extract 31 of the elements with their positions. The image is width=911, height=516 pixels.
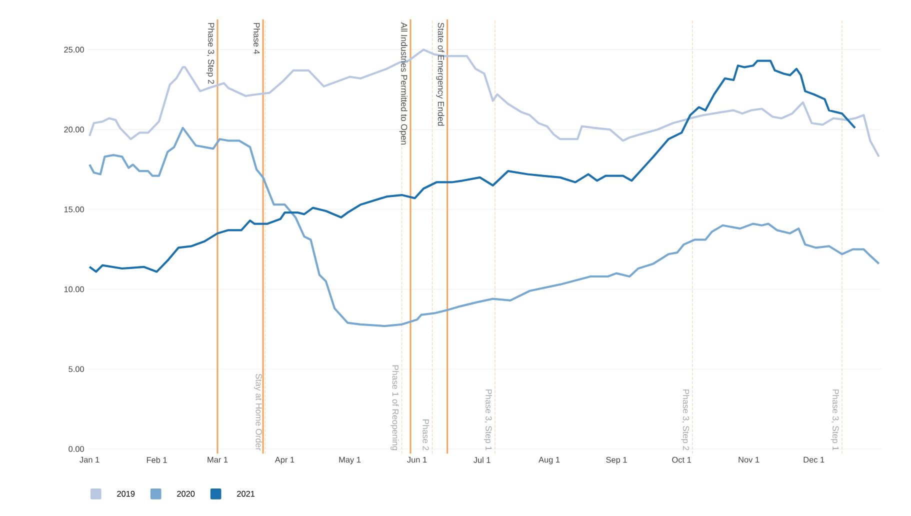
x-tick-label: Jul 1: [474, 457, 490, 464]
legend-label: 2019: [117, 491, 135, 497]
x-tick-label: Mar 1: [208, 457, 228, 463]
y-tick-label: 0.00: [68, 446, 84, 452]
ref-line-label: Phase 3, Step 2: [681, 390, 690, 450]
x-tick-label: Sep 1: [606, 457, 627, 465]
x-tick-label: May 1: [339, 457, 361, 464]
y-tick-label: 5.00: [68, 366, 84, 372]
ref-line-label: Phase 1 of Reopening: [390, 366, 399, 450]
y-tick-label: 20.00: [64, 126, 84, 133]
ref-line-label: Phase 3, Step 2: [206, 23, 214, 84]
y-tick-label: 25.00: [64, 46, 84, 53]
ref-line-label: Stay at Home Order: [254, 374, 262, 451]
ref-line-label: Phase 4: [254, 23, 260, 54]
y-tick-label: 15.00: [64, 206, 84, 212]
x-tick-label: Jan 1: [80, 457, 100, 463]
x-tick-label: Jun 1: [407, 457, 427, 463]
ref-line-label: Phase 2: [422, 420, 430, 450]
ref-line-label: Phase 3, Step 1: [484, 390, 492, 450]
ref-line-label: Phase 3, Step 1: [830, 390, 839, 450]
x-tick-label: Nov 1: [738, 457, 760, 463]
legend-label: 2021: [237, 491, 255, 497]
x-tick-label: Feb 1: [146, 457, 167, 464]
ref-line-label: State of Emergency Ended: [436, 22, 444, 126]
ref-line-label: All Industries Permitted to Open: [399, 22, 408, 145]
x-tick-label: Oct 1: [672, 457, 691, 463]
x-tick-label: Dec 1: [804, 457, 824, 463]
legend-label: 2020: [177, 491, 195, 497]
x-tick-label: Aug 1: [538, 457, 560, 464]
x-tick-label: Apr 1: [274, 457, 294, 464]
y-tick-label: 10.00: [64, 286, 84, 292]
